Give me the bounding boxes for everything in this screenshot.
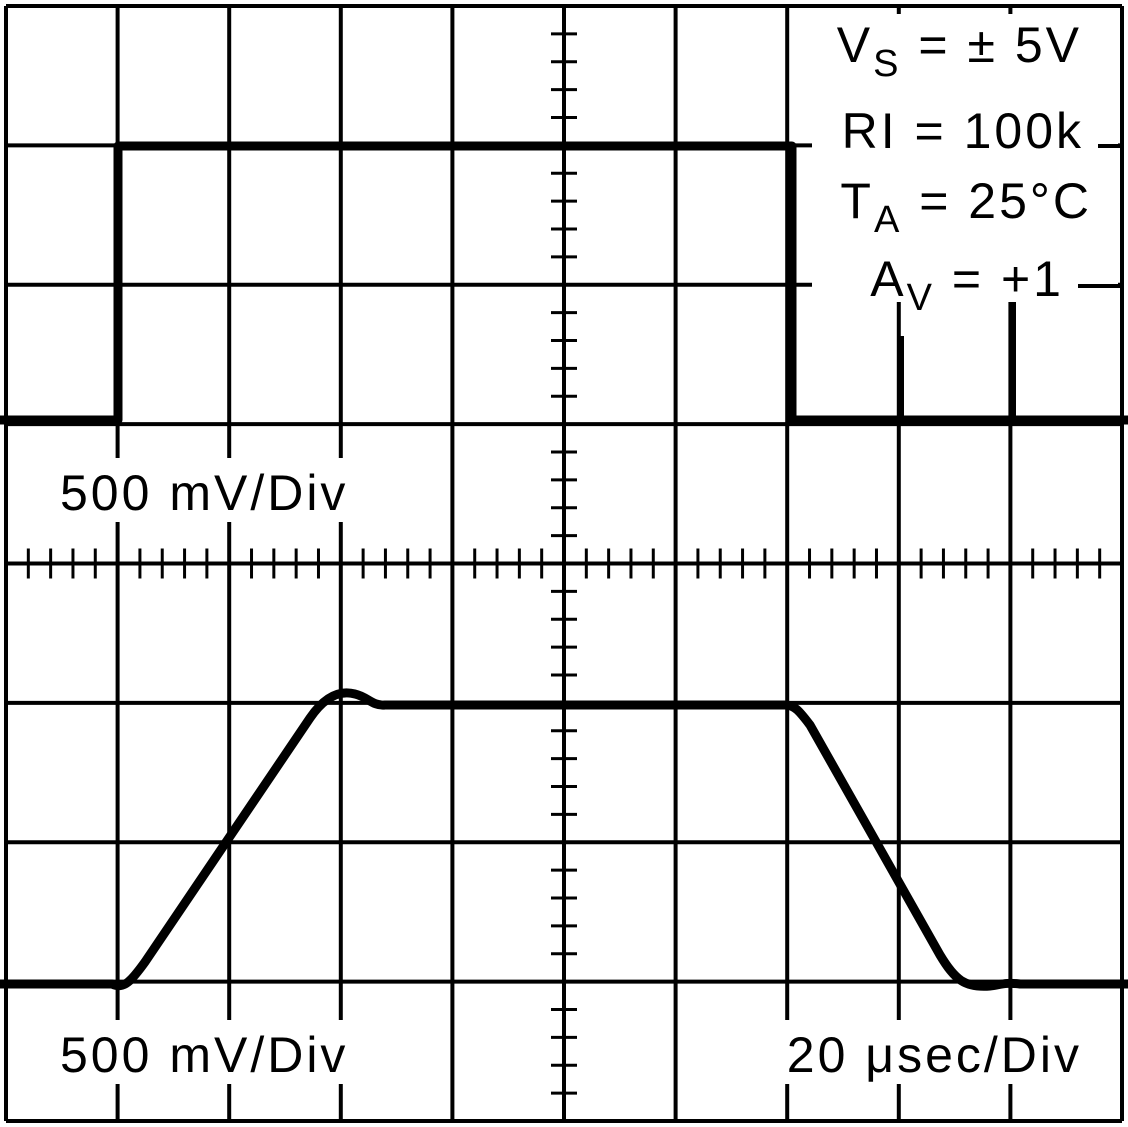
input-trace <box>0 141 1128 425</box>
label-bg <box>50 1020 420 1084</box>
condition-label: RI = 100k <box>842 103 1084 159</box>
label-bg <box>705 1020 1095 1084</box>
label-bg <box>812 14 1118 302</box>
center-ticks <box>4 4 1124 1123</box>
label-bg <box>50 458 420 522</box>
output-trace <box>0 688 1128 991</box>
scale-label: 500 mV/Div <box>60 465 348 521</box>
condition-label: AV = +1 <box>870 251 1064 319</box>
scale-label: 500 mV/Div <box>60 1027 348 1083</box>
time-scale-label: 20 μsec/Div <box>787 1027 1082 1083</box>
condition-label: TA = 25°C <box>840 173 1092 241</box>
condition-label: VS = ± 5V <box>837 17 1082 85</box>
